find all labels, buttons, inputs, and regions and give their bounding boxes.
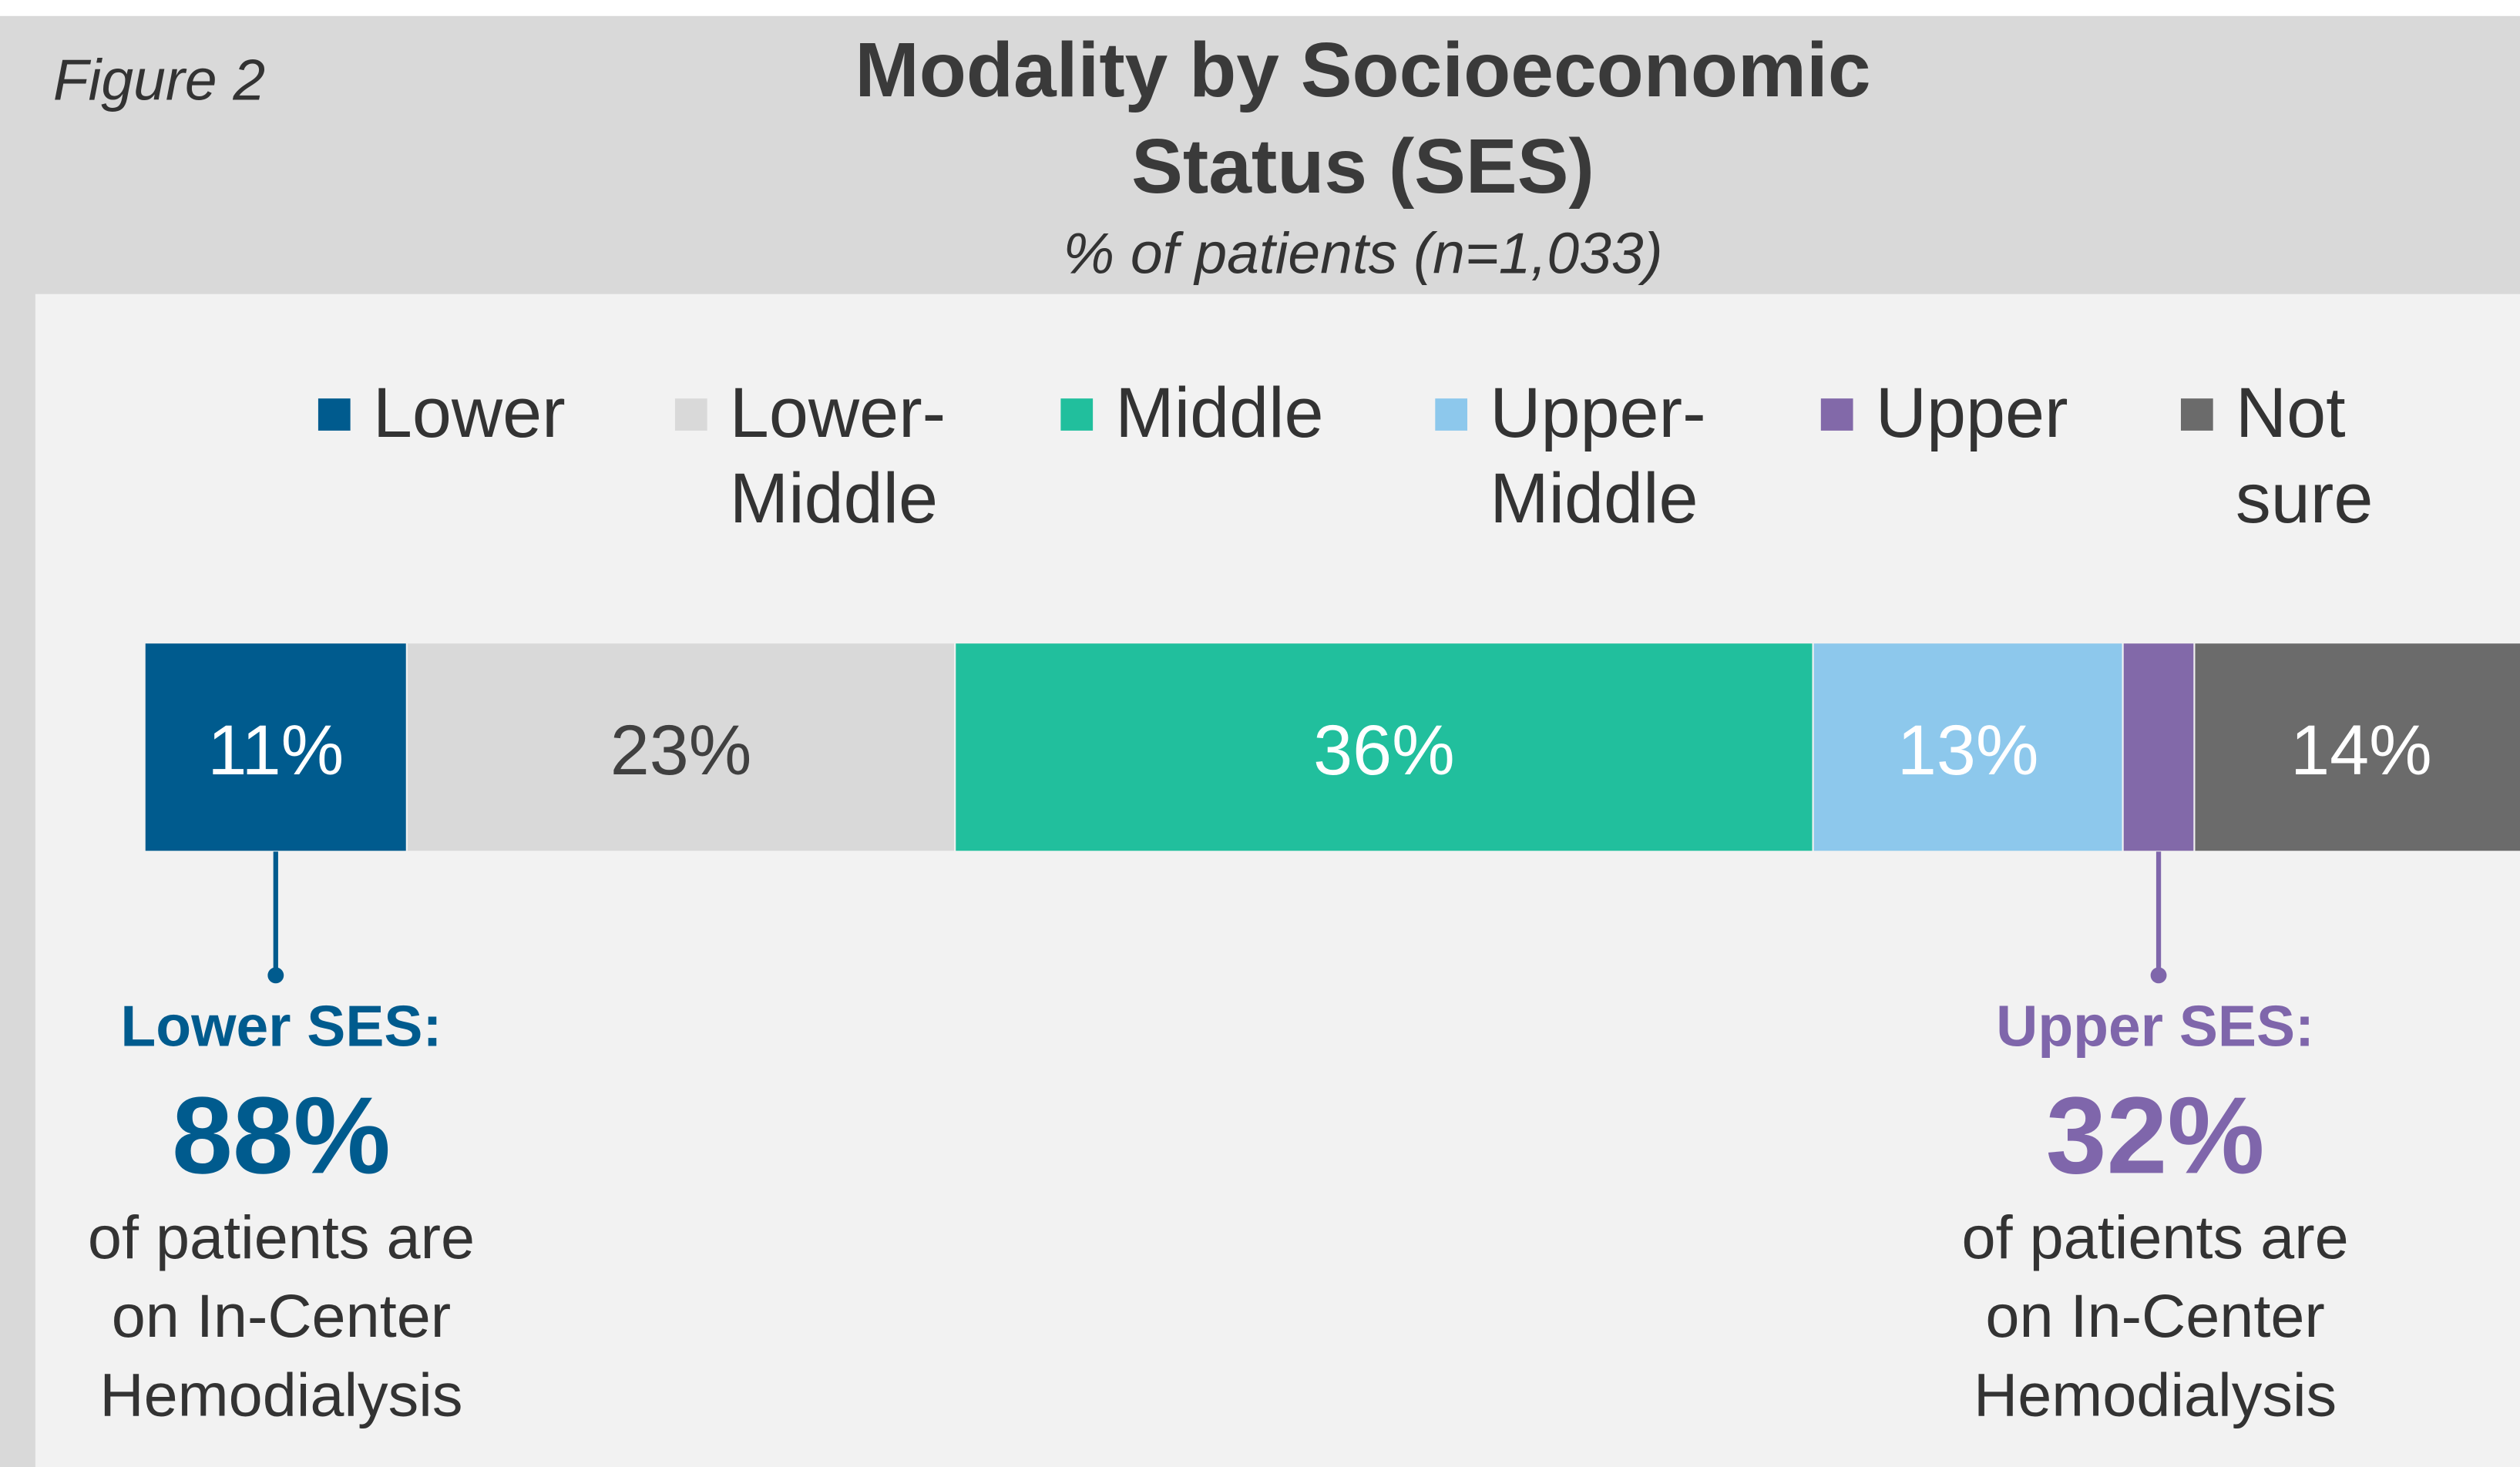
annotation-text: on In-Center xyxy=(1985,1281,2324,1350)
bar-segment xyxy=(2193,642,2520,853)
value-label: 14% xyxy=(2290,711,2432,790)
annotation-figure: 88% xyxy=(172,1075,391,1197)
connector-dot xyxy=(267,967,284,984)
figure-label: Figure 2 xyxy=(53,47,265,112)
value-label: 36% xyxy=(1313,711,1455,790)
legend-label: Not sure xyxy=(2236,374,2373,538)
legend-label: Upper xyxy=(1876,374,2068,452)
chart-panel xyxy=(35,294,2520,1467)
bar-segment xyxy=(143,642,408,853)
bar-segment xyxy=(954,642,1814,853)
legend-swatch xyxy=(1820,398,1853,431)
annotation-text: Hemodialysis xyxy=(99,1360,462,1428)
chart-subtitle: % of patients (n=1,033) xyxy=(1063,221,1662,286)
annotation-heading: Upper SES: xyxy=(1996,994,2314,1059)
value-label: 11% xyxy=(207,711,344,790)
legend-swatch xyxy=(2180,398,2213,431)
value-label: 13% xyxy=(1897,711,2039,790)
legend-swatch xyxy=(674,398,707,431)
chart-title: Status (SES) xyxy=(1131,123,1594,210)
bar-segment xyxy=(1812,642,2124,853)
top-border xyxy=(0,0,2520,16)
legend-label: Upper-Middle xyxy=(1490,374,1705,538)
value-label: 23% xyxy=(610,711,752,790)
annotation-heading: Lower SES: xyxy=(120,994,442,1059)
annotation-text: of patients are xyxy=(88,1203,475,1271)
annotation-text: of patients are xyxy=(1962,1203,2349,1271)
chart-title: Modality by Socioeconomic xyxy=(855,27,1870,113)
legend-swatch xyxy=(1435,398,1468,431)
legend-swatch xyxy=(1060,398,1094,431)
connector-dot xyxy=(2150,967,2167,984)
legend-label: Lower-Middle xyxy=(730,374,946,538)
bar-segment xyxy=(405,642,956,853)
legend-swatch xyxy=(318,398,351,431)
annotation-figure: 32% xyxy=(2046,1075,2265,1197)
legend-label: Lower xyxy=(373,374,566,452)
legend-label: Middle xyxy=(1115,374,1323,452)
annotation-text: Hemodialysis xyxy=(1974,1360,2337,1428)
annotation-text: on In-Center xyxy=(112,1281,451,1350)
bar-segment xyxy=(2122,642,2196,853)
